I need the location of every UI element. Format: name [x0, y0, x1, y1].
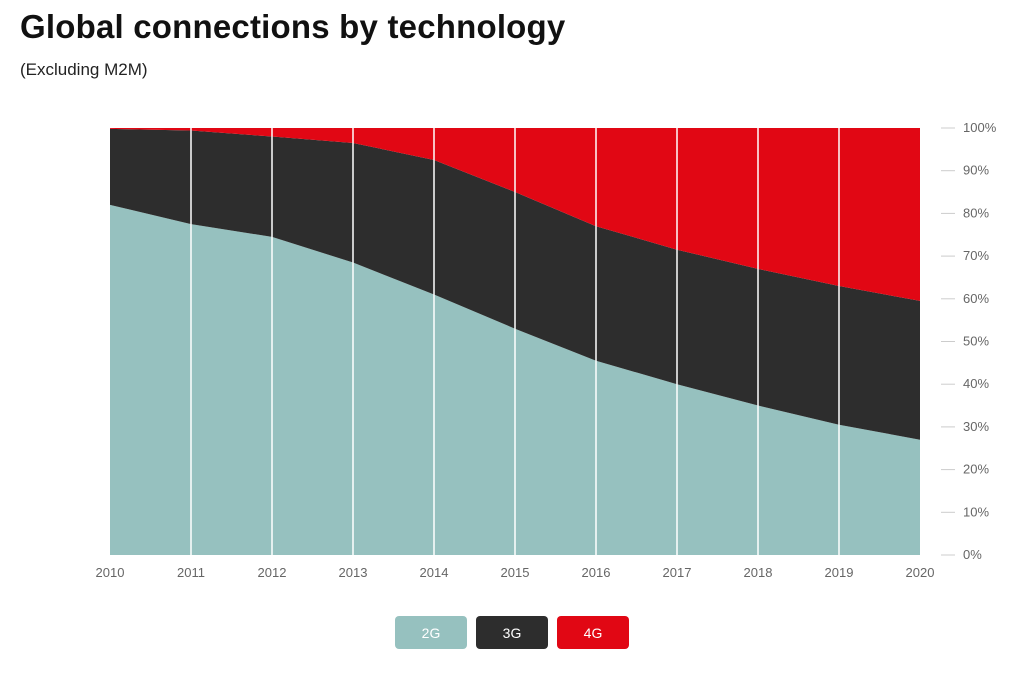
y-tick-label: 40%: [963, 376, 989, 391]
x-tick-label: 2015: [501, 565, 530, 580]
y-tick-label: 10%: [963, 504, 989, 519]
vertical-gridlines: [190, 128, 840, 555]
x-tick-label: 2020: [906, 565, 935, 580]
x-tick-label: 2016: [582, 565, 611, 580]
y-tick-label: 90%: [963, 163, 989, 178]
x-tick-label: 2018: [744, 565, 773, 580]
y-axis-ticks: 0% 10% 20% 30% 40% 50% 60% 70% 80% 90% 100%: [941, 120, 997, 562]
chart-title: Global connections by technology: [20, 8, 566, 45]
x-tick-label: 2014: [420, 565, 449, 580]
y-tick-label: 20%: [963, 462, 989, 477]
legend-item-3g[interactable]: 3G: [476, 616, 548, 649]
y-tick-label: 60%: [963, 291, 989, 306]
x-tick-label: 2012: [258, 565, 287, 580]
x-tick-label: 2010: [96, 565, 125, 580]
area-4g: [110, 128, 920, 301]
legend: 2G 3G 4G: [395, 616, 629, 649]
x-tick-label: 2011: [177, 565, 205, 580]
x-axis-ticks: 2010 2011 2012 2013 2014 2015 2016 2017 2018 2019…: [96, 565, 935, 580]
y-tick-label: 0%: [963, 547, 982, 562]
legend-item-4g[interactable]: 4G: [557, 616, 629, 649]
legend-item-2g[interactable]: 2G: [395, 616, 467, 649]
x-tick-label: 2013: [339, 565, 368, 580]
area-chart: 2010 2011 2012 2013 2014 2015 2016 2017 2018 2019…: [96, 120, 997, 580]
chart-subtitle: (Excluding M2M): [20, 60, 148, 79]
y-tick-label: 30%: [963, 419, 989, 434]
x-tick-label: 2017: [663, 565, 692, 580]
x-tick-label: 2019: [825, 565, 854, 580]
y-tick-label: 50%: [963, 334, 989, 349]
y-tick-label: 100%: [963, 120, 997, 135]
y-tick-label: 80%: [963, 205, 989, 220]
y-tick-label: 70%: [963, 248, 989, 263]
